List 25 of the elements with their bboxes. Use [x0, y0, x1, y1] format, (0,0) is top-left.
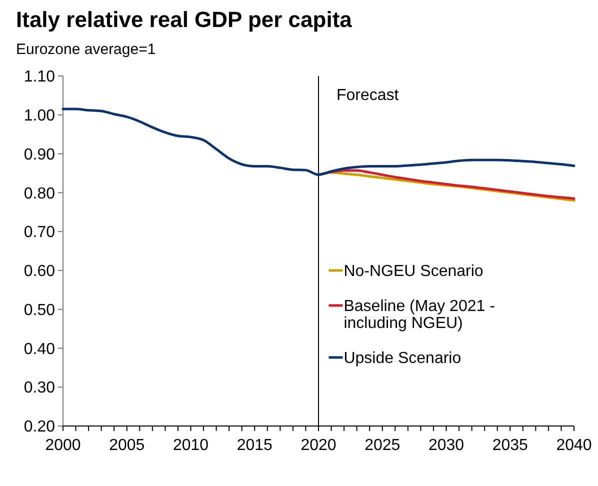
legend-label: Baseline (May 2021 - including NGEU) — [344, 298, 495, 332]
x-tick-label: 2005 — [109, 437, 145, 454]
y-tick-label: 0.30 — [24, 380, 56, 397]
y-tick-label: 1.10 — [24, 68, 56, 86]
x-tick-label: 2035 — [492, 437, 528, 454]
y-tick-label: 0.70 — [24, 224, 56, 242]
y-tick-label: 0.90 — [24, 146, 56, 164]
y-tick-label: 0.80 — [24, 185, 56, 202]
ref-line-label: Forecast — [336, 87, 400, 104]
x-tick-label: 2025 — [364, 437, 400, 454]
x-tick-label: 2040 — [556, 437, 592, 454]
x-tick-label: 2015 — [236, 437, 273, 454]
x-tick-label: 2020 — [300, 437, 336, 454]
y-tick-label: 0.40 — [24, 340, 56, 358]
x-tick-label: 2030 — [428, 437, 464, 454]
legend-label: Upside Scenario — [344, 350, 462, 368]
chart-subtitle: Eurozone average=1 — [16, 41, 156, 58]
chart-title: Italy relative real GDP per capita — [16, 7, 353, 32]
y-tick-label: 0.20 — [24, 418, 56, 436]
y-tick-label: 0.50 — [24, 302, 56, 319]
y-tick-label: 1.00 — [24, 107, 56, 124]
x-tick-label: 2010 — [172, 437, 209, 454]
y-tick-label: 0.60 — [24, 263, 56, 280]
x-tick-label: 2000 — [45, 437, 81, 454]
legend-label: No-NGEU Scenario — [344, 263, 484, 280]
